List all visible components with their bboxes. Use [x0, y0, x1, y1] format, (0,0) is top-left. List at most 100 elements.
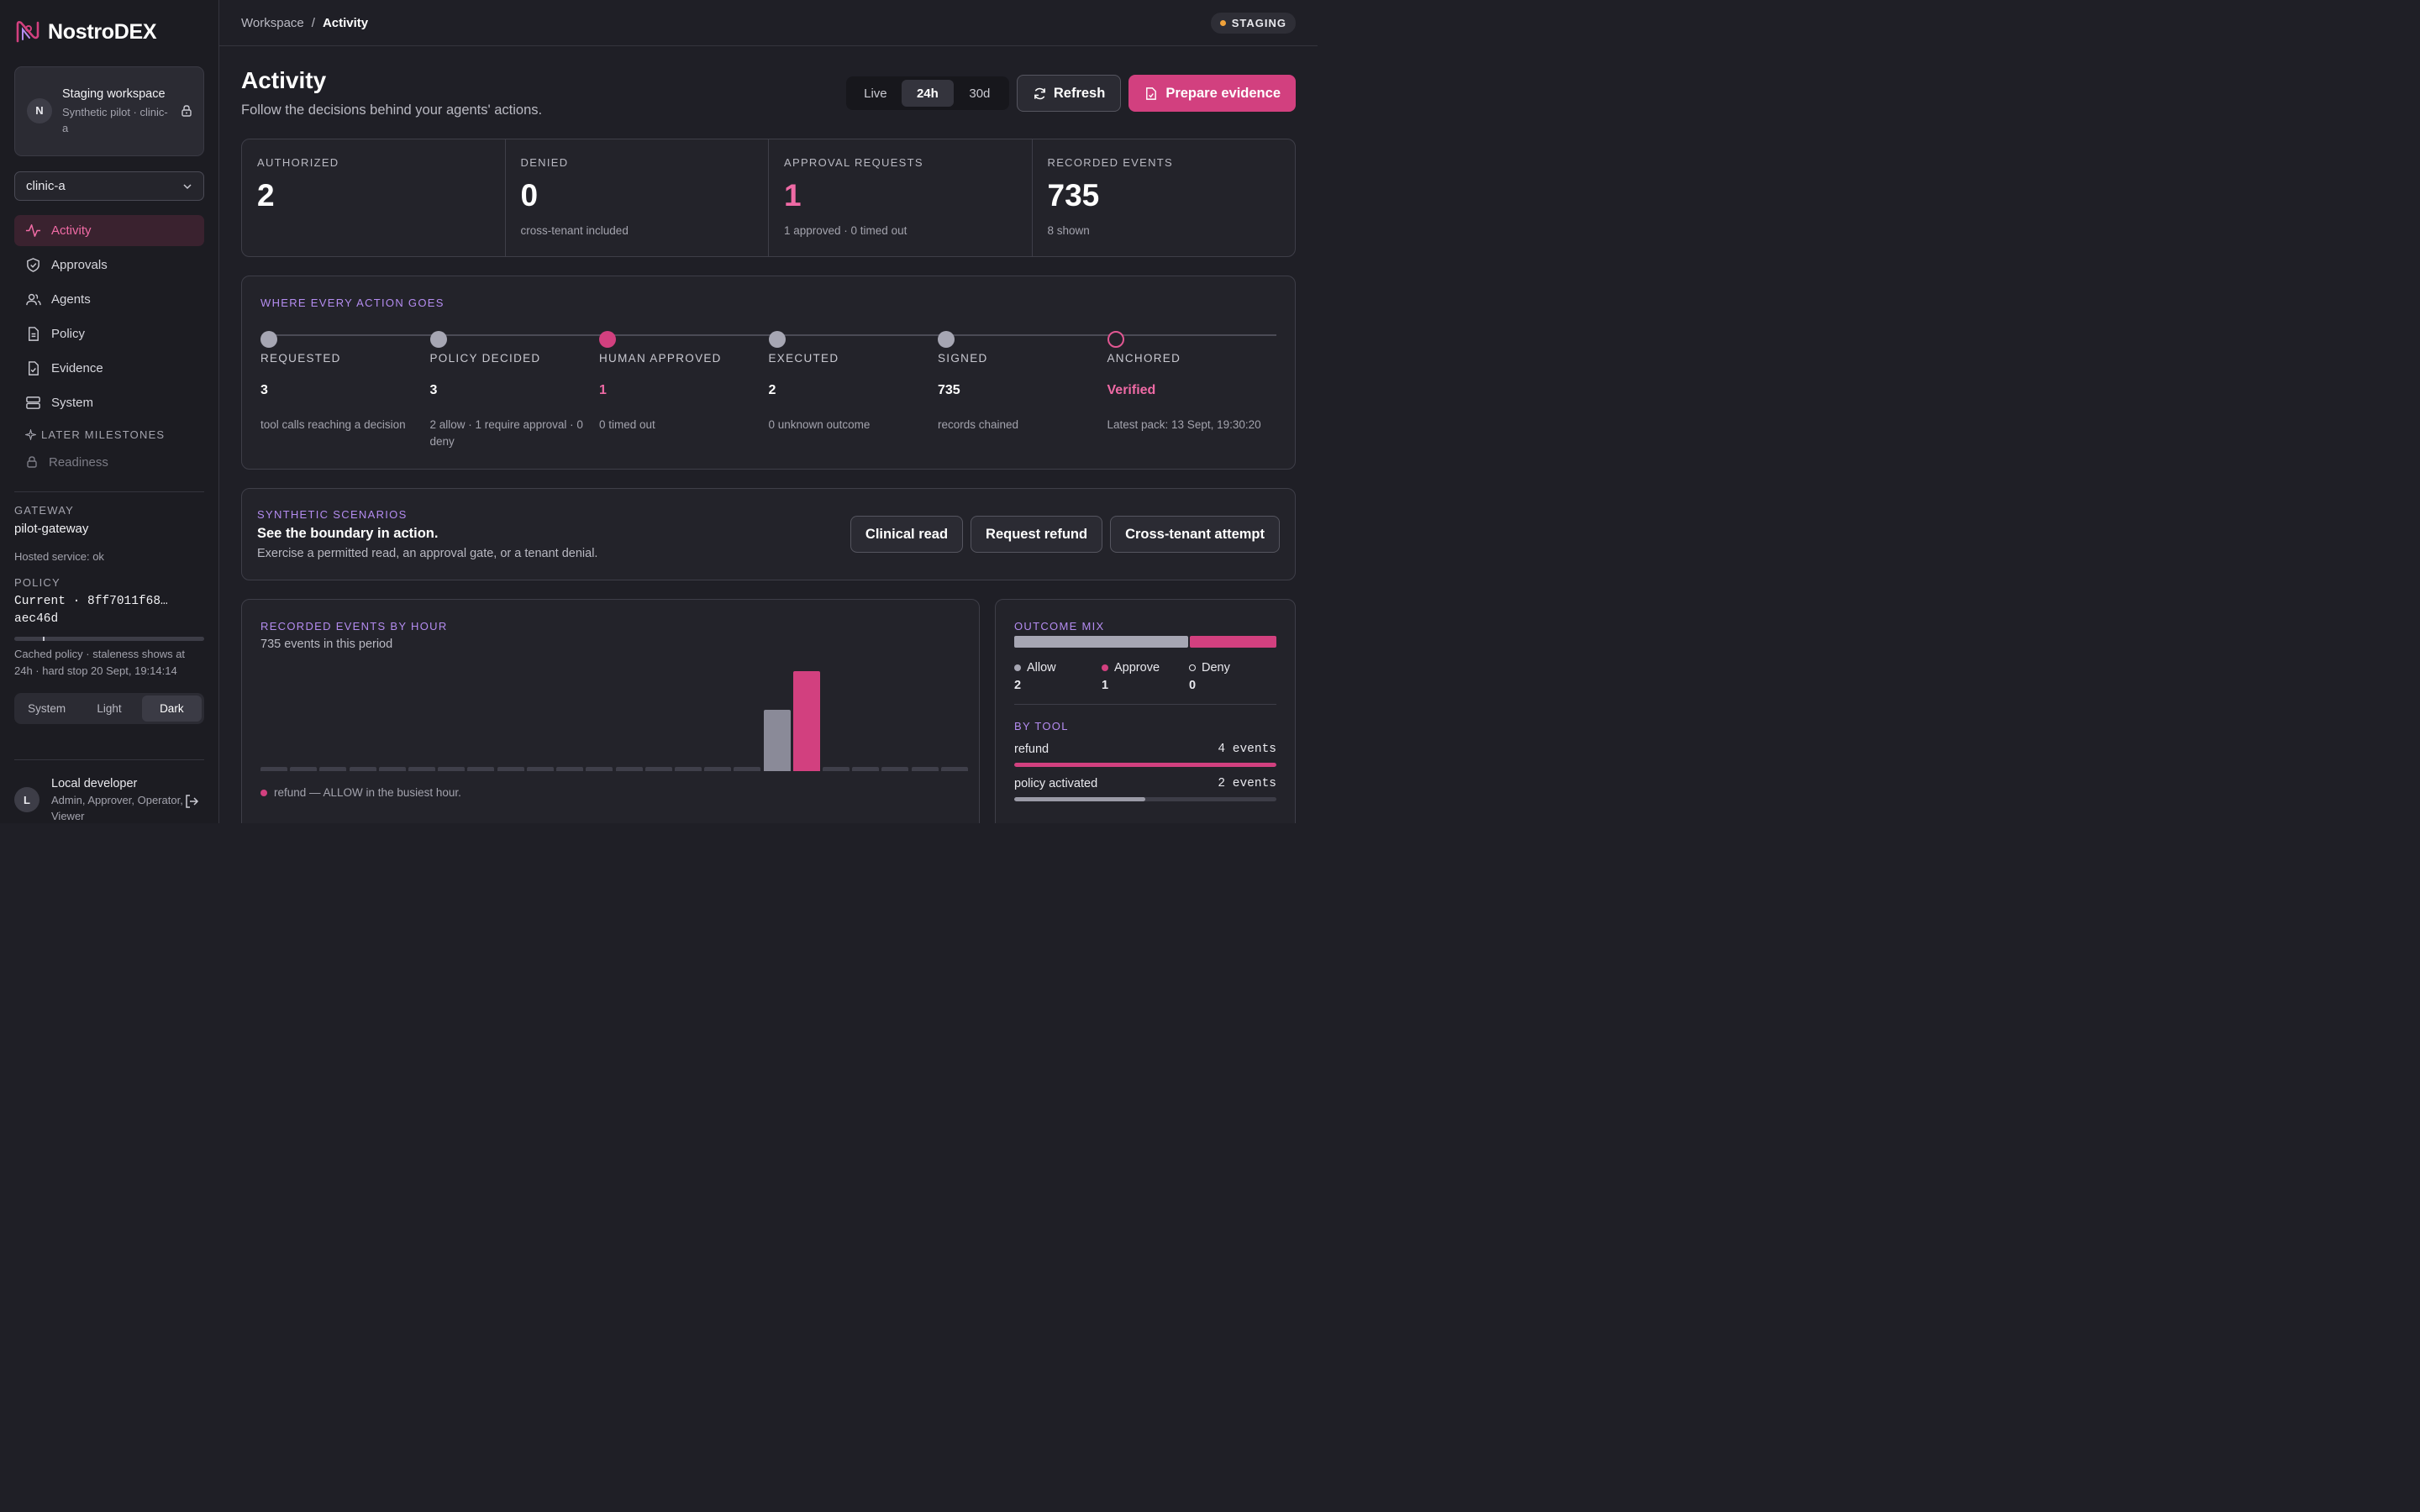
- workspace-card[interactable]: N Staging workspace Synthetic pilot · cl…: [14, 66, 204, 156]
- refresh-button[interactable]: Refresh: [1016, 75, 1122, 112]
- range-option-24h[interactable]: 24h: [901, 80, 954, 107]
- policy-hash: Current · 8ff7011f68… aec46d: [14, 595, 168, 626]
- sidebar-item-system[interactable]: System: [14, 387, 204, 418]
- sidebar-item-label: Agents: [51, 292, 91, 307]
- legend-value: 0: [1189, 679, 1197, 692]
- hourly-bar-15: [674, 767, 702, 771]
- sparkle-icon: [25, 429, 36, 440]
- top-bar: Workspace / Activity STAGING: [219, 0, 1318, 46]
- theme-option-dark[interactable]: Dark: [141, 696, 202, 722]
- hourly-bar-10: [526, 767, 554, 771]
- flow-step-policy-decided: POLICY DECIDED 3 2 allow · 1 require app…: [429, 331, 600, 450]
- outcome-mix-heading: OUTCOME MIX: [1014, 620, 1105, 633]
- legend-value: 2: [1014, 679, 1022, 692]
- sidebar-item-evidence[interactable]: Evidence: [14, 353, 204, 384]
- user-name: Local developer: [51, 777, 138, 790]
- request-refund-button[interactable]: Request refund: [971, 516, 1103, 553]
- flow-step-anchored: ANCHORED Verified Latest pack: 13 Sept, …: [1107, 331, 1277, 450]
- legend-dot-icon: [1189, 664, 1196, 671]
- theme-option-system[interactable]: System: [28, 702, 66, 715]
- workspace-sub: Synthetic pilot · clinic-a: [62, 105, 168, 134]
- hourly-bar-5: [378, 767, 406, 771]
- flow-step-requested: REQUESTED 3 tool calls reaching a decisi…: [260, 331, 430, 450]
- range-option-live[interactable]: Live: [864, 86, 887, 101]
- sidebar-item-label: Evidence: [51, 361, 103, 375]
- sidebar-item-policy[interactable]: Policy: [14, 318, 204, 349]
- server-icon: [26, 396, 40, 409]
- document-export-icon: [1146, 87, 1157, 100]
- clinical-read-button[interactable]: Clinical read: [850, 516, 964, 553]
- tool-bar-fill: [1014, 797, 1145, 801]
- scenarios-panel: SYNTHETIC SCENARIOS See the boundary in …: [241, 488, 1296, 580]
- page-subtitle: Follow the decisions behind your agents'…: [241, 102, 543, 118]
- sidebar-divider: [14, 491, 204, 492]
- outcome-mix-legend: Allow 2 Approve 1 Deny 0: [1014, 661, 1276, 692]
- hourly-bar-17: [734, 767, 761, 771]
- action-flow-panel: WHERE EVERY ACTION GOES REQUESTED 3 tool…: [241, 276, 1296, 470]
- hourly-bar-18: [763, 709, 791, 771]
- scenarios-subtitle: Exercise a permitted read, an approval g…: [257, 547, 598, 560]
- tool-name: policy activated: [1014, 777, 1098, 790]
- flow-step-signed: SIGNED 735 records chained: [938, 331, 1107, 450]
- logout-icon[interactable]: [184, 794, 199, 809]
- range-option-30d[interactable]: 30d: [969, 86, 991, 101]
- legend-item-deny: Deny 0: [1189, 661, 1276, 692]
- hourly-bar-12: [586, 767, 613, 771]
- hourly-bar-13: [615, 767, 643, 771]
- breadcrumb-root[interactable]: Workspace: [241, 15, 304, 30]
- hourly-bar-23: [911, 767, 939, 771]
- brand-name: NostroDEX: [48, 19, 157, 44]
- step-dot-icon: [599, 331, 616, 348]
- time-range-toggle: Live 24h 30d: [845, 76, 1009, 110]
- hourly-bar-11: [556, 767, 584, 771]
- tool-name: refund: [1014, 743, 1050, 756]
- sidebar-item-approvals[interactable]: Approvals: [14, 249, 204, 281]
- scenarios-title: See the boundary in action.: [257, 526, 439, 541]
- sidebar-nav: Activity Approvals Agents Policy Evidenc…: [14, 215, 204, 418]
- tenant-select[interactable]: clinic-a: [14, 171, 204, 201]
- hourly-bar-16: [704, 767, 732, 771]
- lock-icon: [182, 104, 192, 117]
- policy-staleness-marker: [42, 637, 45, 641]
- stat-authorized: AUTHORIZED 2: [242, 139, 506, 256]
- main-content: Workspace / Activity STAGING Activity Fo…: [219, 0, 1318, 823]
- step-dot-icon: [429, 331, 447, 348]
- hourly-subtitle: 735 events in this period: [260, 638, 393, 651]
- breadcrumb: Workspace / Activity: [241, 16, 368, 30]
- gateway-heading: GATEWAY: [14, 504, 74, 517]
- hourly-bar-1: [260, 767, 287, 771]
- by-tool-list: refund 4 events policy activated 2 events: [1014, 743, 1276, 801]
- hourly-bar-9: [497, 767, 524, 771]
- gateway-name: pilot-gateway: [14, 522, 89, 536]
- sidebar-item-agents[interactable]: Agents: [14, 284, 204, 315]
- hourly-bar-chart: [260, 669, 971, 771]
- flow-step-executed: EXECUTED 2 0 unknown outcome: [768, 331, 939, 450]
- legend-value: 1: [1102, 679, 1109, 692]
- tool-bar: [1014, 797, 1276, 801]
- tool-row: policy activated 2 events: [1014, 777, 1276, 790]
- legend-dot-icon: [260, 789, 267, 796]
- sidebar-item-activity[interactable]: Activity: [14, 215, 204, 246]
- brand-logo-icon: [16, 21, 39, 43]
- hourly-bar-2: [290, 767, 318, 771]
- policy-note: Cached policy · staleness shows at 24h ·…: [14, 648, 186, 677]
- gateway-status: Hosted service: ok: [14, 550, 104, 563]
- outcome-mix-panel: OUTCOME MIX Allow 2 Approve 1 Deny 0 BY TOOL …: [995, 599, 1296, 823]
- workspace-name: Staging workspace: [62, 87, 166, 101]
- hourly-bar-24: [940, 767, 968, 771]
- cross-tenant-attempt-button[interactable]: Cross-tenant attempt: [1110, 516, 1280, 553]
- sidebar-item-label: Activity: [51, 223, 92, 238]
- hourly-bar-4: [349, 767, 376, 771]
- prepare-evidence-button[interactable]: Prepare evidence: [1128, 75, 1296, 112]
- later-milestones-heading: LATER MILESTONES: [14, 428, 204, 441]
- hourly-bar-3: [319, 767, 347, 771]
- policy-heading: POLICY: [14, 576, 60, 589]
- tool-bar: [1014, 763, 1276, 767]
- theme-toggle: System Light Dark: [14, 693, 204, 724]
- document-check-icon: [29, 361, 39, 375]
- flow-step-human-approved: HUMAN APPROVED 1 0 timed out: [599, 331, 769, 450]
- theme-option-light[interactable]: Light: [97, 702, 122, 715]
- brand[interactable]: NostroDEX: [14, 15, 204, 49]
- hourly-events-panel: RECORDED EVENTS BY HOUR 735 events in th…: [241, 599, 980, 823]
- stat-approval-requests: APPROVAL REQUESTS 1 1 approved · 0 timed…: [769, 139, 1033, 256]
